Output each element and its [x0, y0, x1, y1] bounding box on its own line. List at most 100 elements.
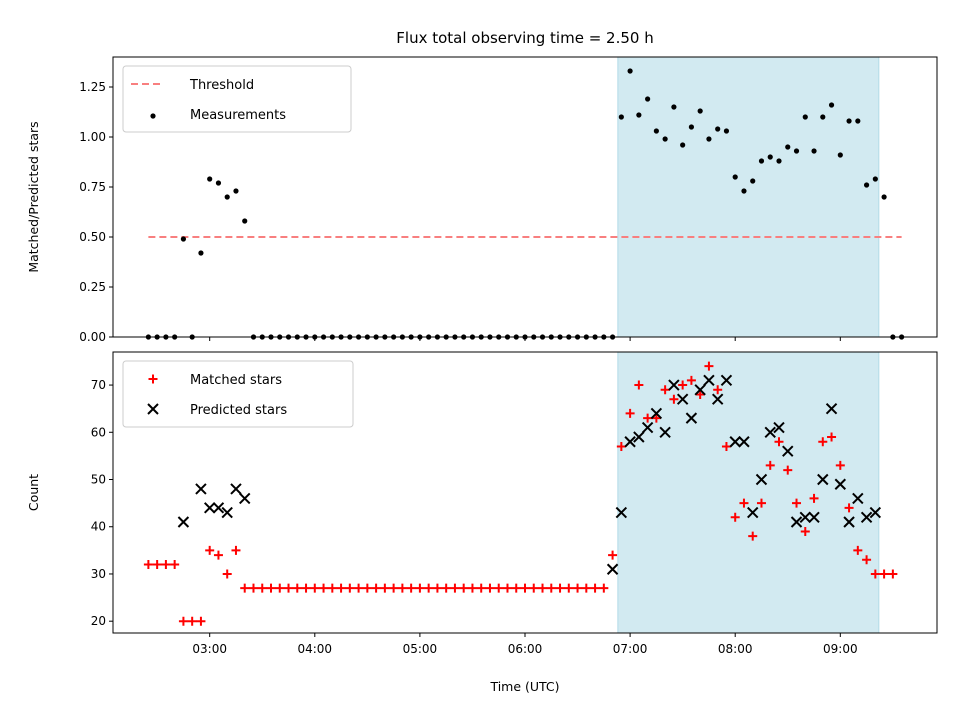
matched-star-point — [853, 545, 863, 555]
measurement-point — [697, 108, 703, 114]
matched-star-point — [713, 385, 723, 395]
matched-star-point — [248, 583, 258, 593]
matched-star-point — [415, 583, 425, 593]
measurement-point — [636, 112, 642, 118]
matched-star-point — [327, 583, 337, 593]
measurement-point — [846, 118, 852, 124]
predicted-star-point — [230, 483, 242, 495]
matched-star-point — [170, 560, 180, 570]
matched-star-point — [450, 583, 460, 593]
bottom-ytick-label: 50 — [91, 473, 106, 487]
legend-label: Threshold — [189, 78, 254, 93]
matched-star-point — [432, 583, 442, 593]
predicted-star-point — [239, 492, 251, 505]
measurement-point — [688, 124, 695, 130]
matched-star-point — [520, 583, 530, 593]
measurement-point — [618, 114, 624, 120]
matched-star-point — [222, 569, 232, 579]
predicted-star-point — [764, 426, 776, 438]
bottom-xtick-label: 04:00 — [297, 642, 332, 656]
measurement-point — [855, 118, 861, 124]
top-legend-box — [122, 65, 352, 133]
measurement-point — [662, 136, 668, 142]
predicted-star-point — [212, 502, 225, 514]
measurement-point — [767, 154, 773, 160]
measurement-point — [671, 104, 677, 110]
matched-star-point — [756, 498, 766, 508]
matched-star-point — [459, 583, 469, 593]
matched-star-point — [485, 583, 495, 593]
bottom-xtick-label: 05:00 — [403, 642, 438, 656]
matched-star-point — [616, 441, 626, 451]
matched-star-point — [669, 394, 679, 404]
series-measurements — [145, 68, 905, 340]
matched-star-point — [292, 583, 302, 593]
legend-predicted-swatch — [147, 403, 159, 415]
top-ytick-label: 0.00 — [79, 330, 106, 344]
predicted-star-point — [703, 374, 715, 387]
predicted-star-point — [825, 402, 838, 415]
legend-matched-swatch — [148, 374, 158, 384]
measurement-point — [793, 148, 800, 154]
top-axes-frame — [112, 56, 938, 338]
predicted-star-point — [711, 393, 724, 405]
predicted-star-point — [633, 431, 645, 443]
matched-star-point — [467, 583, 477, 593]
predicted-star-point — [843, 516, 855, 528]
predicted-star-point — [659, 426, 671, 438]
measurement-point — [233, 188, 239, 194]
matched-star-point — [765, 460, 775, 470]
matched-star-point — [555, 583, 565, 593]
matched-star-point — [257, 583, 267, 593]
top-ytick-label: 1.25 — [79, 80, 106, 94]
measurement-point — [242, 218, 248, 224]
figure-title: Flux total observing time = 2.50 h — [396, 29, 653, 47]
predicted-star-point — [773, 421, 785, 434]
measurement-point — [776, 158, 782, 164]
bottom-ytick-label: 70 — [91, 378, 106, 392]
bottom-axes-frame — [112, 351, 938, 634]
measurement-point — [207, 176, 213, 182]
matched-star-point — [581, 583, 591, 593]
measurement-point — [715, 126, 721, 132]
measurement-point — [785, 144, 791, 150]
top-ytick-label: 0.50 — [79, 230, 106, 244]
predicted-star-point — [668, 379, 680, 391]
matched-star-point — [397, 583, 407, 593]
predicted-star-point — [624, 436, 636, 448]
matched-star-point — [800, 526, 810, 536]
measurement-point — [820, 114, 826, 120]
matched-star-point — [345, 583, 355, 593]
matched-star-point — [774, 437, 784, 447]
matched-star-point — [476, 583, 486, 593]
matched-star-point — [730, 512, 740, 522]
measurement-point — [180, 236, 187, 242]
top-ytick-label: 0.25 — [79, 280, 106, 294]
legend-label: Measurements — [190, 108, 286, 123]
measurement-point — [758, 158, 765, 164]
predicted-star-point — [755, 473, 768, 486]
predicted-star-point — [203, 502, 216, 514]
matched-star-point — [686, 375, 696, 385]
predicted-star-point — [650, 407, 663, 420]
matched-star-point — [389, 583, 399, 593]
predicted-star-point — [747, 506, 759, 519]
matched-star-point — [529, 583, 539, 593]
matched-star-point — [362, 583, 372, 593]
bottom-ytick-label: 60 — [91, 425, 106, 439]
measurement-point — [680, 142, 686, 148]
predicted-star-point — [606, 563, 619, 575]
measurement-point — [627, 68, 633, 74]
predicted-star-point — [834, 478, 847, 490]
matched-star-point — [284, 583, 294, 593]
matched-star-point — [187, 616, 197, 626]
matched-star-point — [240, 583, 250, 593]
predicted-star-point — [729, 436, 741, 448]
bottom-ytick-label: 30 — [91, 567, 106, 581]
matched-star-point — [643, 413, 653, 423]
matched-star-point — [205, 545, 215, 555]
matched-star-point — [599, 583, 609, 593]
top-legend: Threshold Measurements — [122, 65, 352, 133]
predicted-star-point — [195, 483, 207, 495]
